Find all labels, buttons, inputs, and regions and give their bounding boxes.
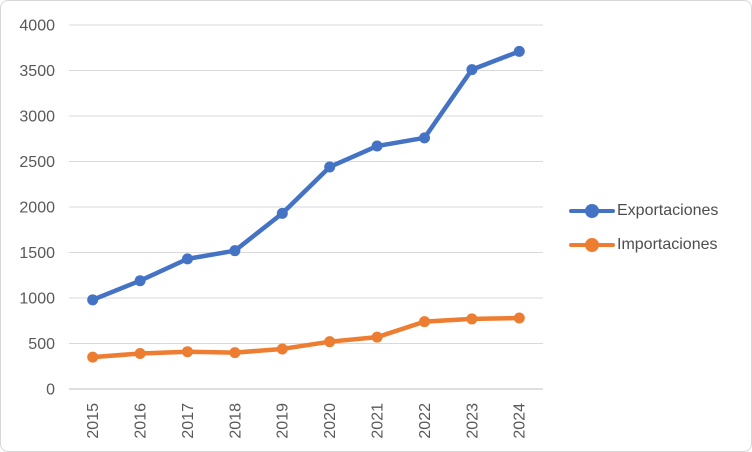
data-point-exportaciones-2016 (134, 275, 146, 287)
x-tick-label: 2016 (133, 403, 150, 439)
series-line-exportaciones (90, 49, 522, 303)
y-tick-label: 2000 (19, 199, 55, 216)
x-tick-label: 2022 (417, 403, 434, 439)
x-tick-label: 2020 (322, 403, 339, 439)
y-tick-label: 4000 (19, 17, 55, 34)
data-point-exportaciones-2024 (513, 45, 525, 57)
data-point-exportaciones-2020 (324, 161, 336, 173)
x-tick-label: 2019 (275, 403, 292, 439)
x-tick-label: 2024 (512, 403, 529, 439)
legend-item-exportaciones[interactable]: Exportaciones (569, 194, 718, 228)
data-point-importaciones-2021 (371, 331, 383, 343)
data-point-importaciones-2022 (419, 316, 430, 328)
importaciones-line-marker-icon (569, 238, 615, 252)
data-point-exportaciones-2019 (276, 207, 288, 219)
legend-label: Importaciones (617, 236, 718, 253)
data-point-importaciones-2024 (513, 312, 525, 324)
x-tick-label: 2017 (180, 403, 197, 439)
y-tick-label: 3000 (19, 108, 55, 125)
x-tick-label: 2015 (85, 403, 102, 439)
x-tick-label: 2023 (464, 403, 481, 439)
data-point-importaciones-2023 (466, 313, 478, 325)
data-point-importaciones-2015 (87, 351, 99, 363)
data-point-exportaciones-2023 (466, 64, 478, 76)
data-point-exportaciones-2022 (419, 132, 430, 144)
data-point-importaciones-2020 (324, 336, 336, 348)
x-tick-label: 2018 (227, 403, 244, 439)
data-point-importaciones-2016 (134, 348, 146, 360)
series-line-importaciones (90, 315, 522, 360)
exportaciones-line-marker-icon (569, 204, 615, 218)
y-tick-label: 0 (46, 381, 55, 398)
data-point-importaciones-2017 (182, 346, 193, 358)
y-tick-label: 1000 (19, 290, 55, 307)
data-point-importaciones-2018 (229, 347, 241, 359)
x-tick-label: 2021 (370, 403, 387, 439)
y-tick-label: 3500 (19, 63, 55, 80)
y-tick-label: 2500 (19, 154, 55, 171)
data-point-exportaciones-2018 (229, 245, 241, 257)
legend-label: Exportaciones (617, 202, 719, 219)
y-tick-label: 1500 (19, 245, 55, 262)
data-point-exportaciones-2021 (371, 140, 383, 152)
chart-legend: Exportaciones Importaciones (569, 194, 718, 262)
data-point-exportaciones-2015 (87, 294, 99, 306)
data-point-exportaciones-2017 (182, 253, 193, 265)
y-tick-label: 500 (28, 336, 55, 353)
legend-item-importaciones[interactable]: Importaciones (569, 228, 718, 262)
data-point-importaciones-2019 (276, 343, 288, 355)
